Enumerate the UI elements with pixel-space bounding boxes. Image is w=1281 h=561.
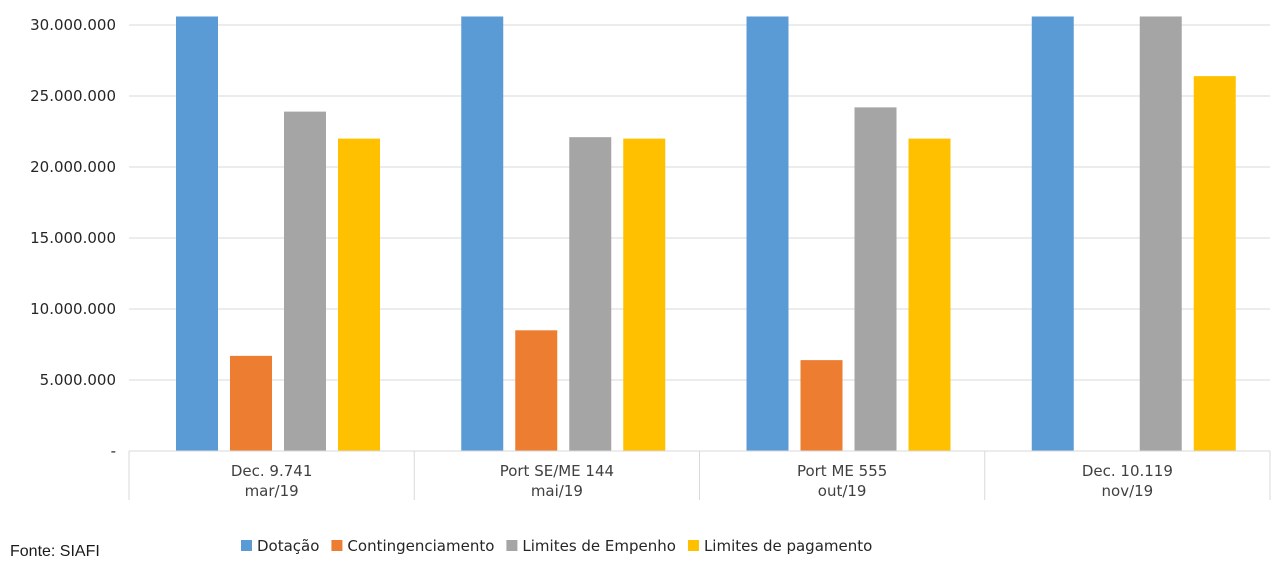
bars	[176, 16, 1236, 452]
legend-swatch-4	[687, 540, 699, 551]
bar-3-2	[569, 137, 612, 451]
bar-3-4	[1139, 16, 1182, 451]
legend-swatch-3	[506, 540, 518, 551]
y-tick-label-4: 20.000.000	[30, 158, 116, 176]
bar-3-3	[854, 107, 897, 452]
category-label-4-line-1: Dec. 10.119	[1082, 462, 1173, 480]
legend-label-2: Contingenciamento	[347, 537, 494, 555]
bar-4-4	[1193, 76, 1236, 452]
bar-2-2	[515, 330, 558, 451]
category-label-1-line-1: Dec. 9.741	[231, 462, 313, 480]
legend-label-4: Limites de pagamento	[704, 537, 872, 555]
bar-1-3	[746, 16, 789, 451]
y-tick-label-0: -	[111, 442, 116, 460]
category-label-1-line-2: mar/19	[245, 482, 299, 500]
legend-label-1: Dotação	[257, 537, 319, 555]
bar-1-1	[176, 16, 218, 451]
legend: Dotação Contingenciamento Limites de Empen…	[241, 537, 872, 555]
y-tick-label-5: 25.000.000	[30, 87, 116, 105]
y-tick-label-1: 5.000.000	[40, 371, 116, 389]
bar-1-2	[461, 16, 504, 451]
legend-swatch-1	[241, 540, 252, 551]
bar-4-1	[338, 138, 380, 451]
bar-4-2	[623, 138, 666, 451]
source-note: Fonte: SIAFI	[10, 543, 100, 560]
category-label-3-line-2: out/19	[818, 482, 867, 500]
legend-swatch-2	[331, 540, 343, 551]
bar-2-3	[800, 360, 843, 451]
y-tick-label-3: 15.000.000	[30, 229, 116, 247]
category-label-3-line-1: Port ME 555	[797, 462, 887, 480]
legend-label-3: Limites de Empenho	[522, 537, 676, 555]
category-label-2-line-1: Port SE/ME 144	[500, 462, 614, 480]
category-label-4-line-2: nov/19	[1102, 482, 1154, 500]
y-tick-label-2: 10.000.000	[30, 300, 116, 318]
y-axis: - 5.000.000 10.000.000 15.000.000 20.000.000…	[30, 16, 116, 460]
x-axis: Dec. 9.741 mar/19 Port SE/ME 144 mai/19 Port…	[128, 450, 1271, 500]
y-tick-label-6: 30.000.000	[30, 16, 116, 34]
category-label-2-line-2: mai/19	[531, 482, 583, 500]
bar-2-1	[230, 355, 272, 451]
bar-3-1	[284, 111, 326, 452]
bar-1-4	[1031, 16, 1074, 451]
bar-4-3	[908, 138, 951, 451]
